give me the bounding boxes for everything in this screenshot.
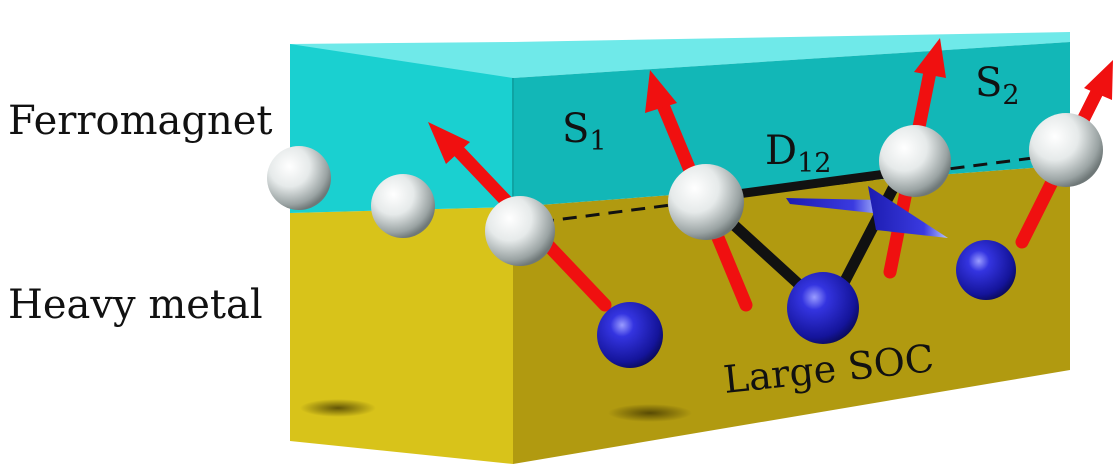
magnetic-atom — [371, 174, 435, 238]
magnetic-atom — [485, 196, 555, 266]
shadow — [608, 404, 692, 422]
ferromagnet-top-face — [290, 32, 1070, 78]
magnetic-atom — [879, 125, 951, 197]
magnetic-atom — [1029, 113, 1103, 187]
ferromagnet-front-face — [290, 44, 513, 213]
dmi-label-d12: D12 — [765, 128, 831, 179]
spin-label-s1: S1 — [562, 106, 607, 157]
shadow — [300, 399, 376, 417]
bond — [829, 169, 906, 306]
dmi-vector-arrow — [786, 186, 948, 238]
magnetic-atom — [267, 146, 331, 210]
magnetic-atom — [668, 164, 744, 240]
ferromagnet-label: Ferromagnet — [8, 98, 273, 144]
spin-label-s2: S2 — [975, 60, 1020, 111]
heavy-metal-atoms — [597, 240, 1016, 368]
heavy-atom — [787, 272, 859, 344]
heavy-metal-label: Heavy metal — [8, 282, 263, 328]
heavy-metal-front-face — [290, 207, 513, 464]
heavy-atom — [597, 302, 663, 368]
magnetic-atoms — [267, 113, 1103, 266]
heavy-atom — [956, 240, 1016, 300]
